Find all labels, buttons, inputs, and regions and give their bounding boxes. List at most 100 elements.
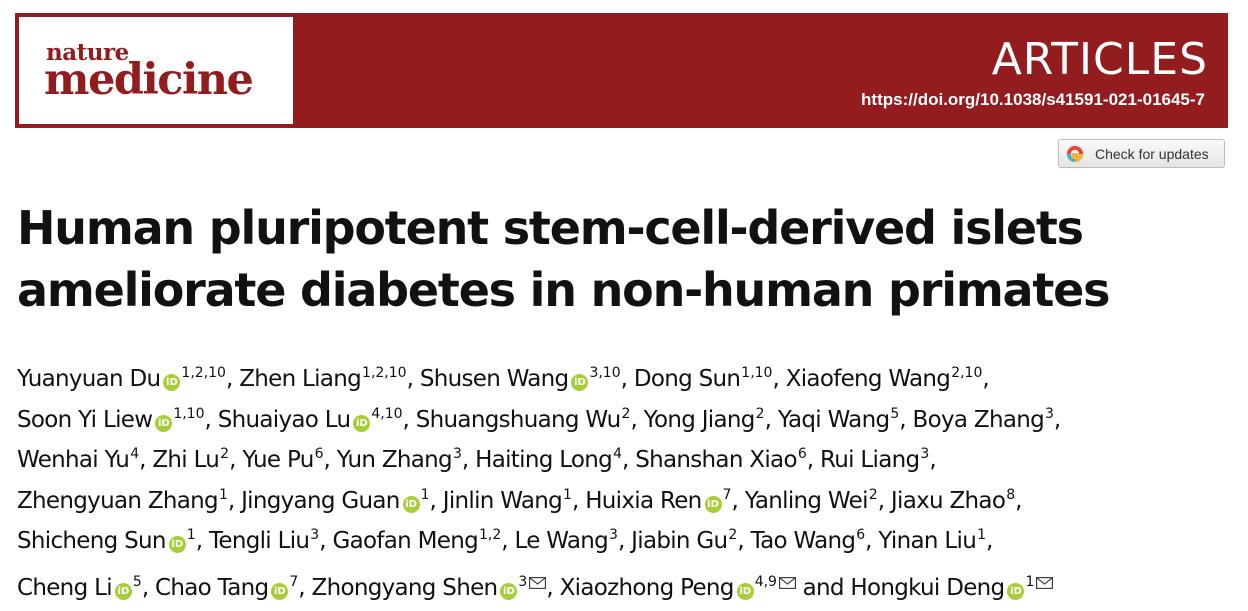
envelope-icon[interactable]: [1036, 564, 1054, 602]
affiliation-superscript: 3: [920, 446, 930, 463]
envelope-icon[interactable]: [529, 564, 547, 602]
orcid-icon[interactable]: iD: [114, 582, 132, 600]
author-separator: ,: [204, 406, 218, 433]
affiliation-superscript: 3: [1045, 405, 1054, 422]
author-name[interactable]: Yanling Wei: [744, 487, 869, 514]
author-name[interactable]: Zhen Liang: [239, 366, 362, 392]
author-separator: ,: [227, 487, 242, 514]
journal-header: nature medicine ARTICLES https://doi.org…: [15, 13, 1228, 128]
orcid-icon[interactable]: iD: [571, 374, 589, 391]
orcid-icon[interactable]: iD: [163, 374, 181, 391]
check-for-updates-label: Check for updates: [1095, 145, 1209, 162]
author-separator: ,: [546, 574, 560, 601]
affiliation-superscript: 1,10: [173, 405, 205, 422]
affiliation-superscript: 6: [797, 446, 807, 463]
author-separator: ,: [229, 447, 243, 474]
affiliation-superscript: 4,10: [371, 405, 403, 422]
author-separator: ,: [620, 366, 634, 392]
author-separator: ,: [1015, 487, 1022, 514]
author-name[interactable]: Tengli Liu: [208, 528, 310, 555]
affiliation-superscript: 6: [856, 527, 866, 544]
affiliation-superscript: 1: [563, 486, 572, 503]
author-name[interactable]: Shuangshuang Wu: [415, 406, 621, 433]
author-name[interactable]: Tao Wang: [750, 528, 856, 555]
author-name[interactable]: Gaofan Meng: [332, 528, 478, 555]
author-name[interactable]: Haiting Long: [475, 447, 613, 474]
author-separator: ,: [621, 447, 636, 474]
author-separator: ,: [1053, 406, 1061, 433]
affiliation-superscript: 1: [1025, 573, 1035, 590]
check-for-updates-button[interactable]: Check for updates: [1058, 139, 1225, 168]
author-line: Zhengyuan Zhang1, Jingyang Guan iD1, Jinl…: [17, 483, 1217, 524]
orcid-icon[interactable]: iD: [704, 495, 722, 513]
author-name[interactable]: Yong Jiang: [643, 406, 756, 433]
orcid-icon[interactable]: iD: [155, 414, 173, 432]
logo-word-medicine: medicine: [44, 55, 254, 105]
affiliation-superscript: 2: [868, 486, 878, 503]
author-name[interactable]: Yun Zhang: [336, 447, 453, 474]
author-name[interactable]: Zhi Lu: [152, 447, 220, 474]
journal-logo[interactable]: nature medicine: [19, 17, 293, 124]
orcid-icon[interactable]: iD: [402, 495, 420, 513]
orcid-icon[interactable]: iD: [271, 582, 289, 600]
author-name[interactable]: Jiabin Gu: [631, 528, 728, 555]
affiliation-superscript: 3: [518, 573, 528, 590]
author-line: Cheng Li iD5, Chao Tang iD7, Zhongyang She…: [17, 564, 1217, 611]
author-name[interactable]: Soon Yi Liew: [17, 406, 153, 433]
author-separator: ,: [986, 528, 993, 555]
author-name[interactable]: Shuaiyao Lu: [217, 406, 351, 433]
author-name[interactable]: Yuanyuan Du: [17, 366, 161, 392]
affiliation-superscript: 8: [1006, 486, 1016, 503]
author-name[interactable]: Yinan Liu: [878, 528, 977, 555]
author-separator: ,: [461, 447, 476, 474]
author-separator: ,: [806, 447, 820, 474]
affiliation-superscript: 7: [722, 486, 732, 503]
affiliation-superscript: 7: [289, 573, 299, 590]
author-name[interactable]: Shicheng Sun: [17, 528, 166, 555]
affiliation-superscript: 3: [609, 527, 618, 544]
author-name[interactable]: Huixia Ren: [585, 487, 702, 514]
orcid-icon[interactable]: iD: [353, 414, 371, 432]
author-name[interactable]: Cheng Li: [17, 574, 113, 601]
author-name[interactable]: Shusen Wang: [419, 366, 569, 392]
author-name[interactable]: Jinlin Wang: [442, 487, 563, 514]
title-line: Human pluripotent stem-cell-derived isle…: [17, 201, 1084, 255]
crossmark-icon: [1065, 144, 1085, 163]
author-name[interactable]: Hongkui Deng: [850, 574, 1005, 601]
affiliation-superscript: 1,2,10: [181, 365, 226, 381]
author-separator: ,: [764, 406, 778, 433]
author-separator: ,: [225, 366, 240, 392]
author-name[interactable]: Boya Zhang: [912, 406, 1045, 433]
affiliation-superscript: 4,9: [754, 573, 777, 590]
author-name[interactable]: Rui Liang: [819, 447, 920, 474]
author-name[interactable]: Yue Pu: [242, 447, 314, 474]
affiliation-superscript: 1,2: [479, 527, 502, 544]
envelope-icon[interactable]: [779, 564, 796, 602]
affiliation-superscript: 2: [755, 405, 765, 422]
orcid-icon[interactable]: iD: [500, 582, 518, 600]
author-line: Shicheng Sun iD1, Tengli Liu 3, Gaofan Men…: [17, 523, 1217, 564]
author-name[interactable]: Zhongyang Shen: [311, 574, 499, 601]
doi-link[interactable]: https://doi.org/10.1038/s41591-021-01645…: [861, 90, 1205, 109]
affiliation-superscript: 1: [186, 527, 196, 544]
author-separator: ,: [630, 406, 644, 433]
author-separator: ,: [731, 487, 745, 514]
author-separator: ,: [139, 447, 153, 474]
author-separator: ,: [737, 528, 751, 555]
author-name[interactable]: Le Wang: [514, 528, 609, 555]
author-name[interactable]: Xiaozhong Peng: [559, 574, 735, 601]
author-name[interactable]: Chao Tang: [155, 574, 269, 601]
orcid-icon[interactable]: iD: [736, 582, 754, 600]
author-name[interactable]: Xiaofeng Wang: [785, 366, 951, 392]
author-name[interactable]: Jingyang Guan: [241, 487, 400, 514]
section-label: ARTICLES: [991, 34, 1208, 85]
author-name[interactable]: Wenhai Yu: [17, 447, 130, 474]
orcid-icon[interactable]: iD: [168, 536, 186, 554]
author-name[interactable]: Jiaxu Zhao: [890, 487, 1006, 514]
author-name[interactable]: Yaqi Wang: [777, 406, 890, 433]
author-name[interactable]: Zhengyuan Zhang: [17, 487, 219, 514]
orcid-icon[interactable]: iD: [1007, 582, 1025, 600]
affiliation-superscript: 1: [218, 486, 228, 503]
author-name[interactable]: Shanshan Xiao: [635, 447, 797, 474]
author-name[interactable]: Dong Sun: [633, 366, 741, 392]
